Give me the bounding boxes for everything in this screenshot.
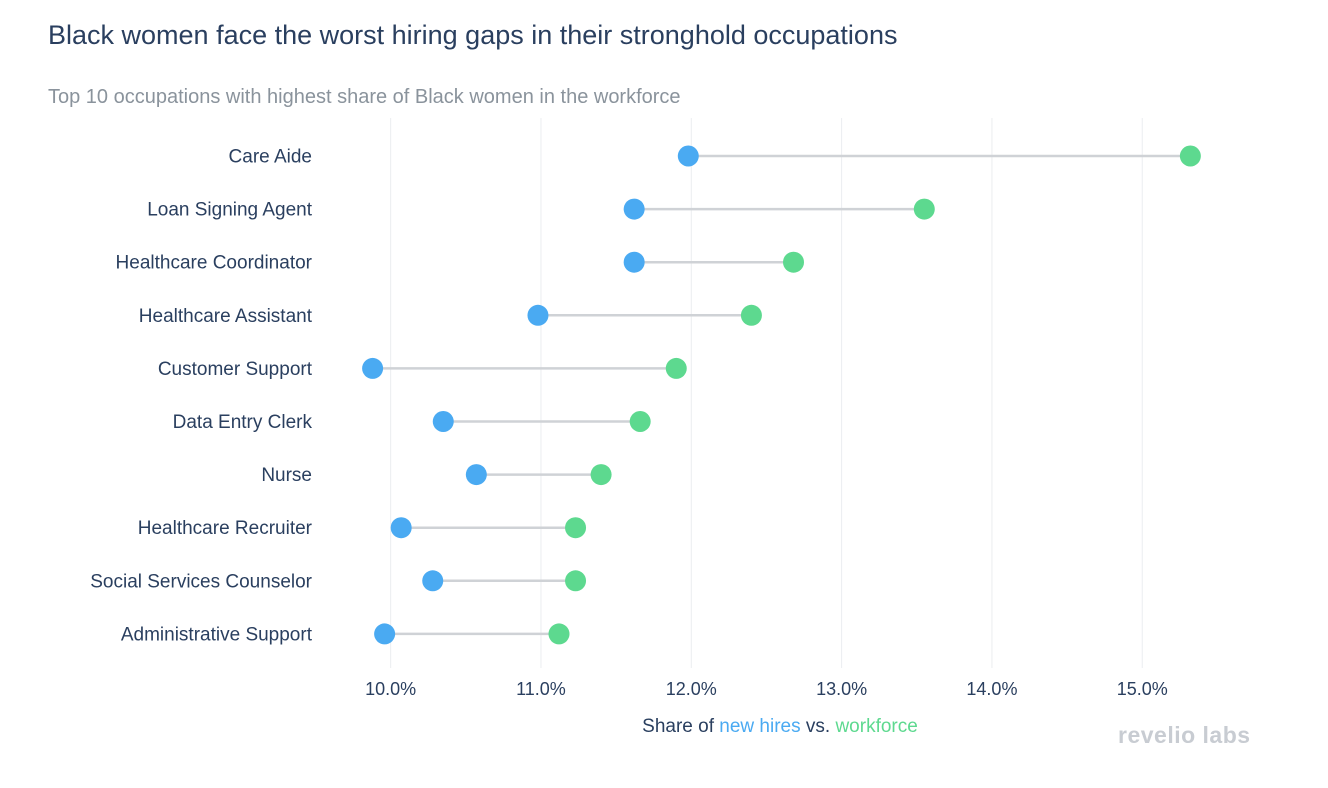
x-tick-label: 13.0%	[816, 679, 867, 699]
category-label: Care Aide	[229, 147, 312, 168]
workforce-point	[548, 623, 570, 645]
workforce-point	[590, 464, 612, 486]
x-tick-labels: 10.0% 11.0% 12.0% 13.0% 14.0% 15.0%	[365, 679, 1168, 699]
chart-subtitle: Top 10 occupations with highest share of…	[48, 86, 681, 108]
x-axis-title: Share of new hires vs. workforce	[642, 716, 918, 737]
x-tick-label: 12.0%	[666, 679, 717, 699]
x-axis-title-workforce: workforce	[834, 716, 917, 737]
data-points	[362, 145, 1201, 645]
workforce-point	[665, 357, 687, 379]
category-label: Data Entry Clerk	[173, 412, 313, 433]
x-axis-title-new-hires: new hires	[719, 716, 800, 737]
workforce-point	[565, 517, 587, 539]
new-hires-point	[465, 464, 487, 486]
x-tick-label: 14.0%	[966, 679, 1017, 699]
gridlines	[390, 118, 1143, 668]
workforce-point	[740, 304, 762, 326]
connector-lines	[372, 154, 1191, 636]
workforce-point	[783, 251, 805, 273]
new-hires-point	[390, 517, 412, 539]
x-tick-label: 11.0%	[516, 679, 566, 699]
new-hires-point	[527, 304, 549, 326]
category-label: Social Services Counselor	[90, 571, 312, 592]
category-label: Customer Support	[158, 359, 313, 380]
category-label: Healthcare Assistant	[139, 306, 313, 327]
x-axis-title-prefix: Share of	[642, 716, 719, 737]
new-hires-point	[677, 145, 699, 167]
workforce-point	[913, 198, 935, 220]
workforce-point	[1179, 145, 1201, 167]
workforce-point	[629, 411, 651, 432]
category-label: Administrative Support	[121, 624, 313, 645]
category-labels: Care Aide Loan Signing Agent Healthcare Co…	[90, 147, 312, 646]
x-tick-label: 10.0%	[365, 679, 416, 699]
new-hires-point	[623, 198, 645, 220]
category-label: Healthcare Recruiter	[138, 518, 313, 539]
revelio-labs-logo: revelio labs	[1118, 722, 1251, 748]
workforce-point	[565, 570, 587, 592]
category-label: Loan Signing Agent	[147, 200, 313, 221]
x-tick-label: 15.0%	[1117, 679, 1168, 699]
new-hires-point	[422, 570, 444, 592]
new-hires-point	[362, 357, 384, 379]
category-label: Healthcare Coordinator	[116, 253, 313, 274]
x-axis-title-vs: vs.	[801, 716, 836, 737]
new-hires-point	[623, 251, 645, 273]
category-label: Nurse	[261, 465, 312, 486]
new-hires-point	[432, 411, 454, 432]
chart-title: Black women face the worst hiring gaps i…	[48, 20, 898, 50]
new-hires-point	[374, 623, 396, 645]
